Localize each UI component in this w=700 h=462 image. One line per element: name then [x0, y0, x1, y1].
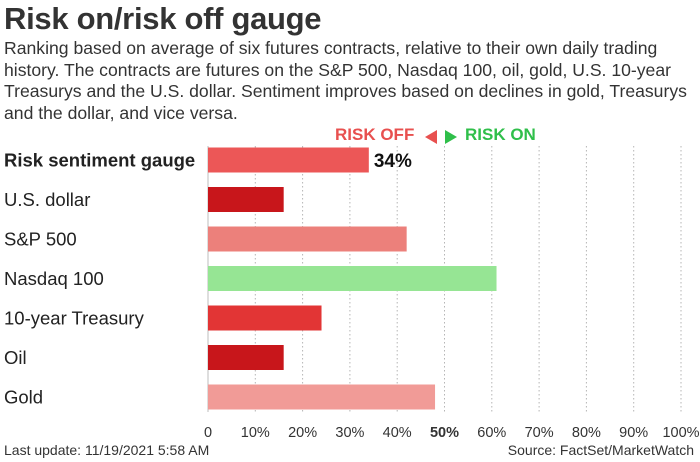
category-label: 10-year Treasury [4, 308, 145, 329]
x-tick-label: 10% [241, 425, 270, 441]
bar [208, 345, 284, 370]
x-tick-label: 100% [662, 425, 699, 441]
bar [208, 187, 284, 212]
bar [208, 226, 407, 252]
bar [208, 147, 369, 173]
bar [208, 305, 322, 331]
category-label: Oil [4, 347, 27, 368]
x-tick-label: 0 [204, 425, 212, 441]
category-label: S&P 500 [4, 229, 77, 250]
last-update: Last update: 11/19/2021 5:58 AM [4, 442, 210, 458]
x-tick-label: 20% [288, 425, 317, 441]
x-tick-label: 50% [430, 425, 459, 441]
category-label: U.S. dollar [4, 189, 90, 210]
triangle-right-icon [445, 130, 457, 144]
legend-risk-on: RISK ON [465, 125, 536, 144]
bar [208, 266, 497, 291]
category-label: Gold [4, 387, 43, 408]
category-label: Nasdaq 100 [4, 268, 104, 289]
x-tick-label: 30% [335, 425, 364, 441]
x-tick-label: 90% [619, 425, 648, 441]
data-label: 34% [374, 151, 412, 172]
x-tick-label: 80% [572, 425, 601, 441]
chart-subtitle: Ranking based on average of six futures … [4, 38, 687, 123]
chart-title: Risk on/risk off gauge [4, 1, 322, 36]
category-label: Risk sentiment gauge [4, 150, 195, 171]
x-tick-label: 60% [477, 425, 506, 441]
legend-risk-off: RISK OFF [335, 125, 415, 144]
bar [208, 384, 436, 410]
x-tick-label: 40% [383, 425, 412, 441]
x-tick-label: 70% [525, 425, 554, 441]
triangle-left-icon [425, 130, 437, 144]
legend: RISK OFF RISK ON [0, 125, 700, 149]
source-note: Source: FactSet/MarketWatch [507, 442, 694, 458]
